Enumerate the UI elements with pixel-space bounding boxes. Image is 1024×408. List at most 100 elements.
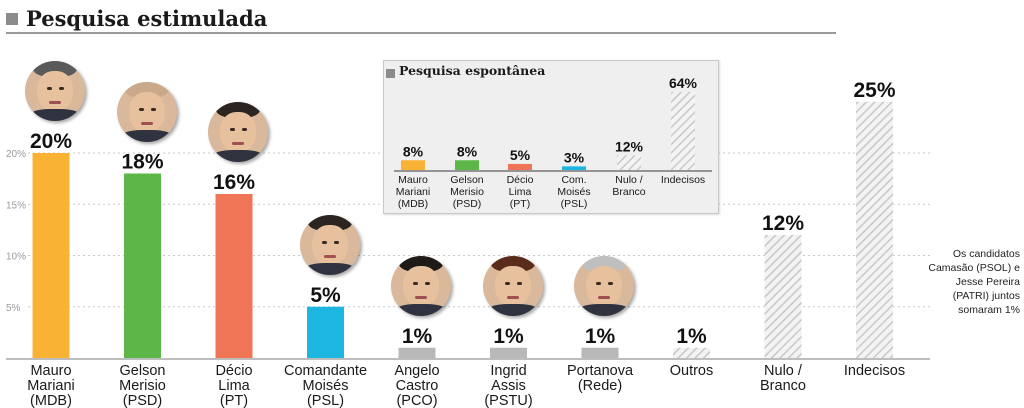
bar (307, 306, 344, 358)
bar (32, 153, 70, 358)
category-label: Gelson (120, 363, 166, 379)
bar (764, 235, 802, 358)
category-label: Comandante (284, 363, 367, 379)
shirt-shape (303, 262, 356, 275)
category-label: (Rede) (578, 378, 622, 394)
shirt-shape (120, 129, 173, 142)
value-label: 1% (585, 325, 616, 348)
face-shape (220, 112, 256, 152)
category-label: Lima (218, 378, 250, 394)
inset-panel (383, 60, 719, 214)
mouth-shape (49, 101, 61, 104)
category-label: Merisio (119, 378, 166, 394)
mouth-shape (140, 121, 153, 125)
category-label: Ingrid (490, 363, 526, 379)
category-label: (PSL) (307, 393, 344, 408)
value-label: 1% (493, 325, 524, 348)
shirt-shape (486, 303, 539, 316)
hair-shape (490, 255, 535, 272)
face-shape (494, 265, 531, 306)
eye-shape (516, 281, 522, 285)
category-label: Mariani (27, 378, 75, 394)
mouth-shape (598, 295, 610, 299)
value-label: 20% (30, 130, 72, 153)
value-label: 25% (853, 79, 895, 102)
mouth-shape (232, 142, 244, 145)
category-label: Angelo (394, 363, 439, 379)
eye-shape (596, 281, 601, 285)
candidate-photo (574, 255, 634, 316)
candidate-photo (482, 255, 543, 316)
bar (673, 347, 710, 358)
value-label: 12% (762, 212, 804, 235)
shirt-shape (395, 303, 447, 316)
value-label: 18% (121, 151, 163, 174)
y-tick-label: 15% (6, 200, 26, 211)
eye-shape (230, 128, 235, 131)
value-label: 16% (213, 171, 255, 194)
mouth-shape (506, 295, 519, 299)
face-shape (403, 265, 439, 306)
candidate-photo (25, 61, 85, 121)
eye-shape (333, 240, 339, 244)
category-label: Branco (760, 378, 806, 394)
shirt-shape (212, 150, 264, 162)
title-rule (6, 32, 836, 34)
category-label: (PSD) (123, 393, 162, 408)
bar (215, 194, 253, 358)
y-tick-label: 20% (6, 149, 26, 160)
side-note: Os candidatos Camasão (PSOL) e Jesse Per… (928, 248, 1020, 316)
eye-shape (608, 281, 613, 285)
face-shape (311, 224, 348, 265)
shirt-shape (578, 303, 630, 316)
category-label: (MDB) (30, 393, 72, 408)
eye-shape (425, 281, 430, 285)
shirt-shape (29, 109, 81, 121)
candidate-photo (208, 102, 268, 162)
candidate-photo (391, 255, 451, 316)
bar (398, 347, 436, 358)
bar (124, 173, 161, 358)
hair-shape (307, 214, 352, 231)
face-shape (37, 71, 73, 111)
hair-shape (124, 81, 169, 98)
mouth-shape (415, 295, 427, 299)
y-tick-label: 5% (6, 303, 21, 314)
category-label: (PT) (220, 393, 248, 408)
category-label: (PCO) (396, 393, 437, 408)
category-label: Mauro (30, 363, 71, 379)
category-label: Outros (670, 363, 714, 379)
category-label: Nulo / (764, 363, 803, 379)
eye-shape (504, 281, 510, 285)
title-square-icon (6, 13, 18, 25)
chart-title: Pesquisa estimulada (26, 6, 268, 31)
inset-square-icon (386, 69, 395, 78)
value-label: 5% (310, 284, 341, 307)
category-label: Castro (396, 378, 439, 394)
category-label: Assis (491, 378, 526, 394)
eye-shape (413, 281, 418, 285)
eye-shape (321, 240, 327, 244)
category-label: Décio (215, 363, 252, 379)
category-label: (PSTU) (484, 393, 532, 408)
bar (856, 101, 893, 358)
inset-title: Pesquisa espontânea (399, 63, 546, 78)
category-label: Moisés (303, 378, 349, 394)
bar (581, 347, 619, 358)
eye-shape (59, 87, 64, 90)
eye-shape (138, 107, 144, 111)
bar (490, 347, 527, 358)
candidate-photo (299, 214, 360, 275)
category-label: Indecisos (844, 363, 905, 379)
value-label: 1% (402, 325, 433, 348)
face-shape (586, 265, 622, 306)
value-label: 1% (676, 325, 707, 348)
eye-shape (150, 107, 156, 111)
y-tick-label: 10% (6, 252, 26, 263)
mouth-shape (323, 254, 336, 258)
eye-shape (242, 128, 247, 131)
candidate-photo (116, 81, 177, 142)
eye-shape (47, 87, 52, 90)
face-shape (128, 91, 165, 132)
